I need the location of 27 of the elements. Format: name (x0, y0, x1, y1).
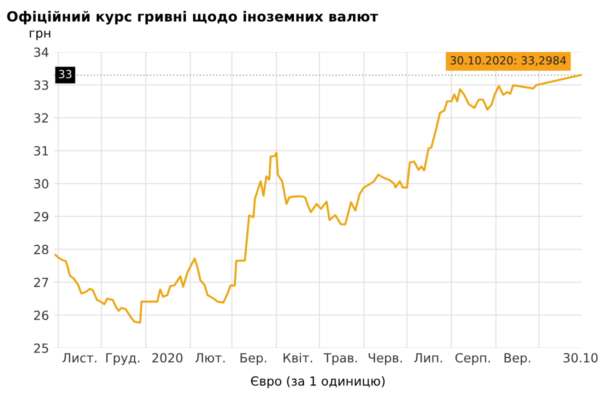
x-tick-label: Лют. (195, 353, 225, 363)
chart-title: Офіційний курс гривні щодо іноземних валют (7, 10, 378, 24)
y-tick-label: 33 (34, 80, 48, 90)
x-tick-label: Вер. (504, 353, 530, 365)
y-tick-label: 34 (34, 47, 48, 57)
x-tick-label: Серп. (455, 353, 490, 365)
x-tick-label: Трав. (324, 353, 357, 365)
x-tick-label: Квіт. (284, 352, 312, 362)
y-axis-title: грн (30, 30, 50, 40)
x-tick-label: 30.10 (564, 353, 598, 363)
annotation: 30.10.2020: 33,2984 (450, 56, 566, 66)
ref-line-label: 33 (59, 70, 72, 78)
y-tick-label: 28 (34, 244, 48, 254)
y-tick-label: 30 (34, 179, 48, 188)
x-axis-title: Євро (за 1 одиницю) (251, 376, 385, 388)
x-tick-label: Лист. (62, 353, 96, 363)
y-tick-label: 32 (34, 113, 48, 123)
x-tick-label: Груд. (106, 353, 140, 365)
x-tick-label: Бер. (240, 353, 266, 365)
y-tick-label: 26 (34, 310, 48, 320)
x-tick-label: Черв. (368, 353, 402, 365)
y-tick-label: 25 (34, 343, 48, 353)
y-tick-label: 27 (34, 278, 48, 287)
x-tick-label: Лип. (414, 353, 442, 362)
x-tick-label: 2020 (152, 353, 182, 363)
y-tick-label: 31 (34, 146, 48, 156)
y-tick-label: 29 (34, 212, 48, 222)
